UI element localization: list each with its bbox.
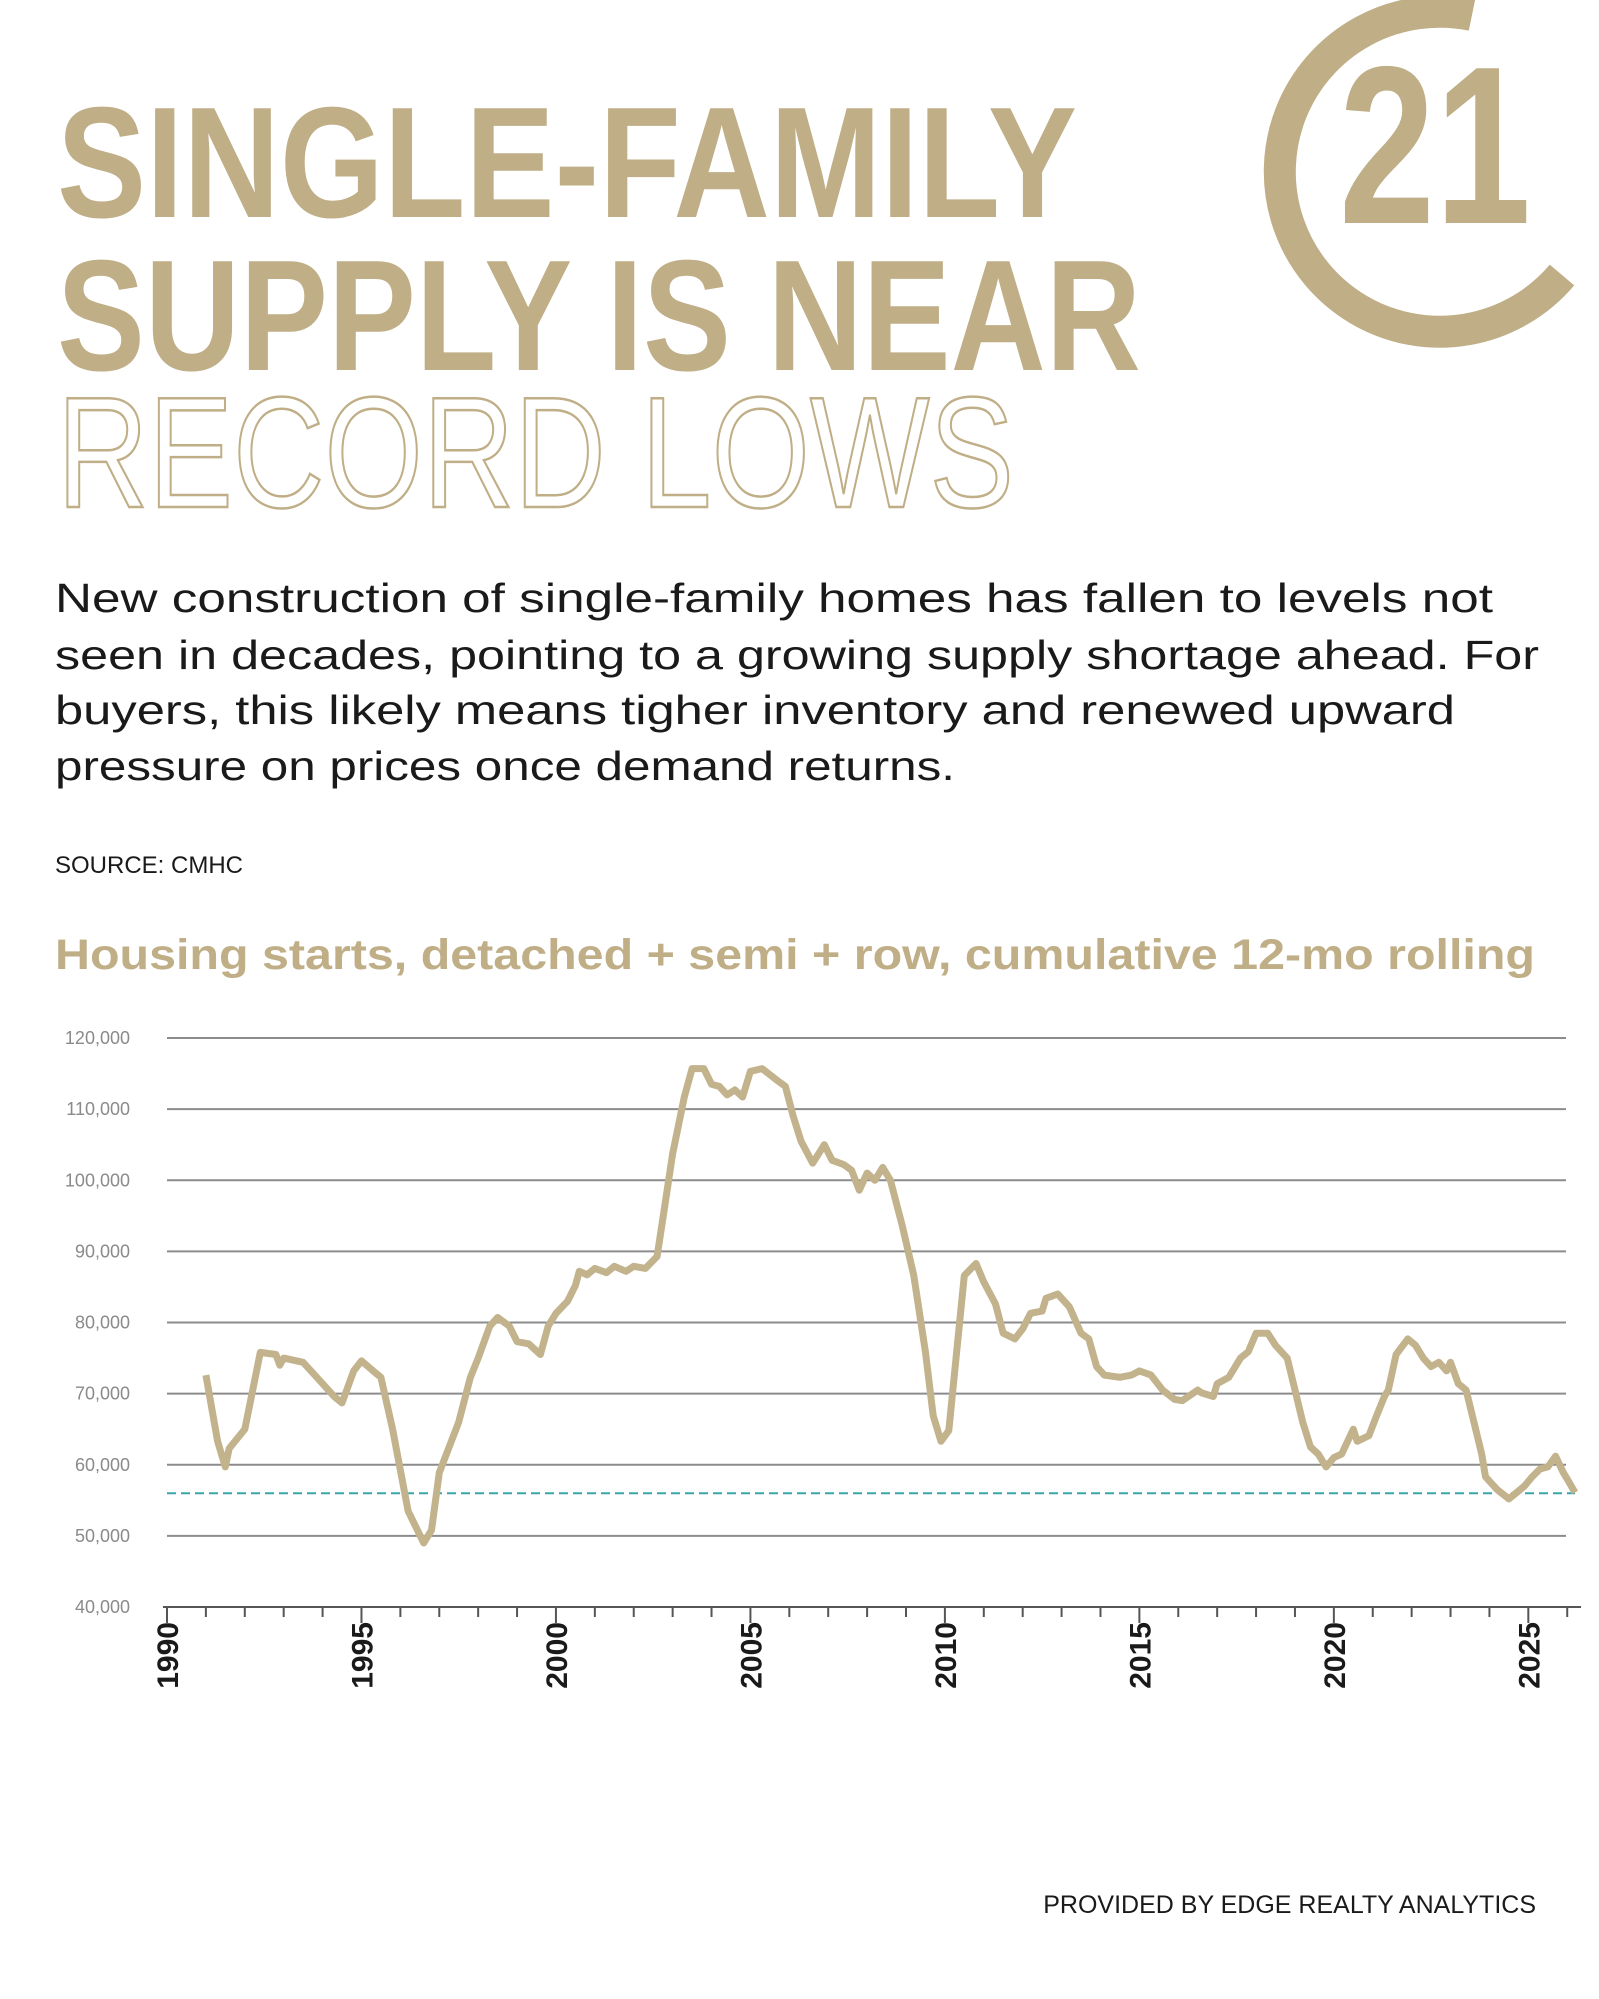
y-tick-label: 50,000 (75, 1526, 130, 1546)
title-line: SUPPLY IS NEAR (57, 228, 1141, 404)
description-line: seen in decades, pointing to a growing s… (55, 632, 1539, 678)
title-line: SINGLE-FAMILY (57, 75, 1077, 251)
x-tick-label: 1990 (152, 1622, 185, 1689)
plot: 40,000 50,000 60,000 70,000 80,000 90,000 100,… (65, 1028, 1581, 1689)
description-line: pressure on prices once demand returns. (55, 743, 955, 789)
y-tick-label: 60,000 (75, 1455, 130, 1475)
x-tick-label: 2010 (930, 1622, 963, 1689)
x-tick-label: 2025 (1513, 1622, 1546, 1689)
description-line: buyers, this likely means tigher invento… (55, 687, 1455, 733)
y-tick-label: 90,000 (75, 1241, 130, 1261)
logo-text: 21 (1339, 19, 1531, 271)
y-tick-label: 80,000 (75, 1313, 130, 1333)
x-tick-label: 2015 (1124, 1622, 1157, 1689)
x-tick-label: 1995 (346, 1622, 379, 1689)
y-tick-label: 110,000 (66, 1099, 130, 1119)
x-tick-label: 2000 (541, 1622, 574, 1689)
y-tick-label: 40,000 (75, 1597, 130, 1617)
title-line-outline: RECORD LOWS (57, 365, 1014, 541)
chart-title: Housing starts, detached + semi + row, c… (55, 931, 1535, 979)
source: SOURCE: CMHC (55, 852, 243, 879)
y-tick-label: 120,000 (65, 1028, 130, 1048)
x-tick-label: 2005 (735, 1622, 768, 1689)
x-tick-label: 2020 (1319, 1622, 1352, 1689)
logo-ring (1263, 0, 1575, 348)
y-tick-label: 70,000 (75, 1384, 130, 1404)
data-line (202, 1065, 1579, 1547)
y-tick-label: 100,000 (65, 1170, 130, 1190)
description-line: New construction of single-family homes … (55, 575, 1494, 621)
footer: PROVIDED BY EDGE REALTY ANALYTICS (1043, 1891, 1536, 1919)
